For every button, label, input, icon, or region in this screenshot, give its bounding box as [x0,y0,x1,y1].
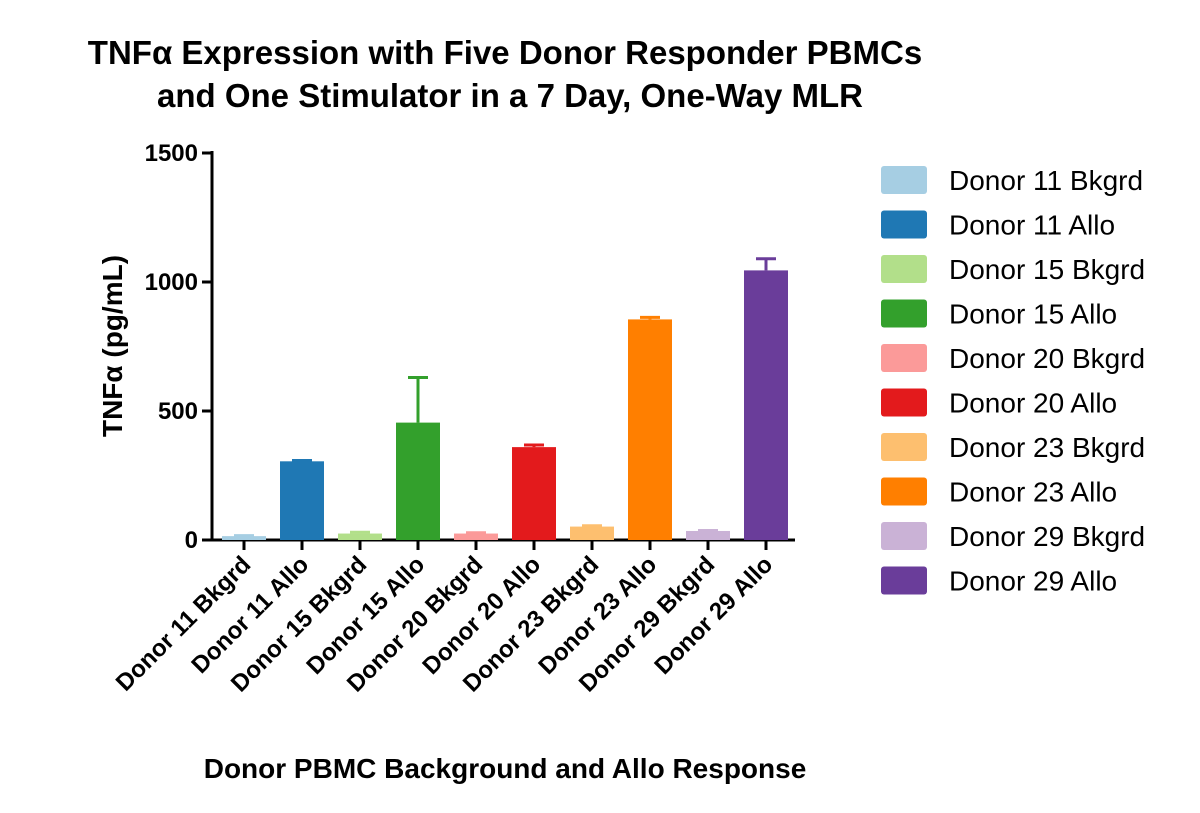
y-tick-label: 1500 [145,140,198,167]
legend-label: Donor 29 Allo [949,566,1117,597]
legend-swatch [881,344,927,372]
legend-label: Donor 11 Allo [949,210,1115,241]
bar [744,270,788,540]
legend-label: Donor 20 Bkgrd [949,343,1145,374]
legend-swatch [881,166,927,194]
y-tick-label: 500 [158,398,198,425]
x-axis-title: Donor PBMC Background and Allo Response [204,753,807,784]
legend-swatch [881,566,927,595]
y-tick-label: 0 [185,527,198,554]
y-tick-label: 1000 [145,269,198,296]
legend-swatch [881,388,927,417]
legend-swatch [881,433,927,461]
legend-label: Donor 20 Allo [949,388,1117,419]
bar [222,536,266,540]
bar [396,422,440,540]
legend: Donor 11 Bkgrd Donor 11 Allo Donor 15 Bkgr… [881,165,1145,597]
legend-swatch [881,522,927,550]
chart-title-line-2: and One Stimulator in a 7 Day, One-Way M… [157,77,863,114]
legend-swatch [881,255,927,283]
bar [280,461,324,540]
legend-label: Donor 15 Bkgrd [949,254,1145,285]
bar [454,533,498,540]
legend-label: Donor 29 Bkgrd [949,521,1145,552]
bar [512,447,556,540]
legend-swatch [881,210,927,239]
chart-title-line-1: TNFα Expression with Five Donor Responde… [88,34,922,71]
legend-label: Donor 23 Allo [949,477,1117,508]
bar [628,319,672,540]
legend-label: Donor 15 Allo [949,299,1117,330]
legend-swatch [881,477,927,506]
bar [338,533,382,540]
y-axis-title: TNFα (pg/mL) [97,255,128,437]
legend-label: Donor 11 Bkgrd [949,165,1143,196]
bar [570,526,614,540]
legend-label: Donor 23 Bkgrd [949,432,1145,463]
bar [686,530,730,540]
legend-swatch [881,299,927,328]
